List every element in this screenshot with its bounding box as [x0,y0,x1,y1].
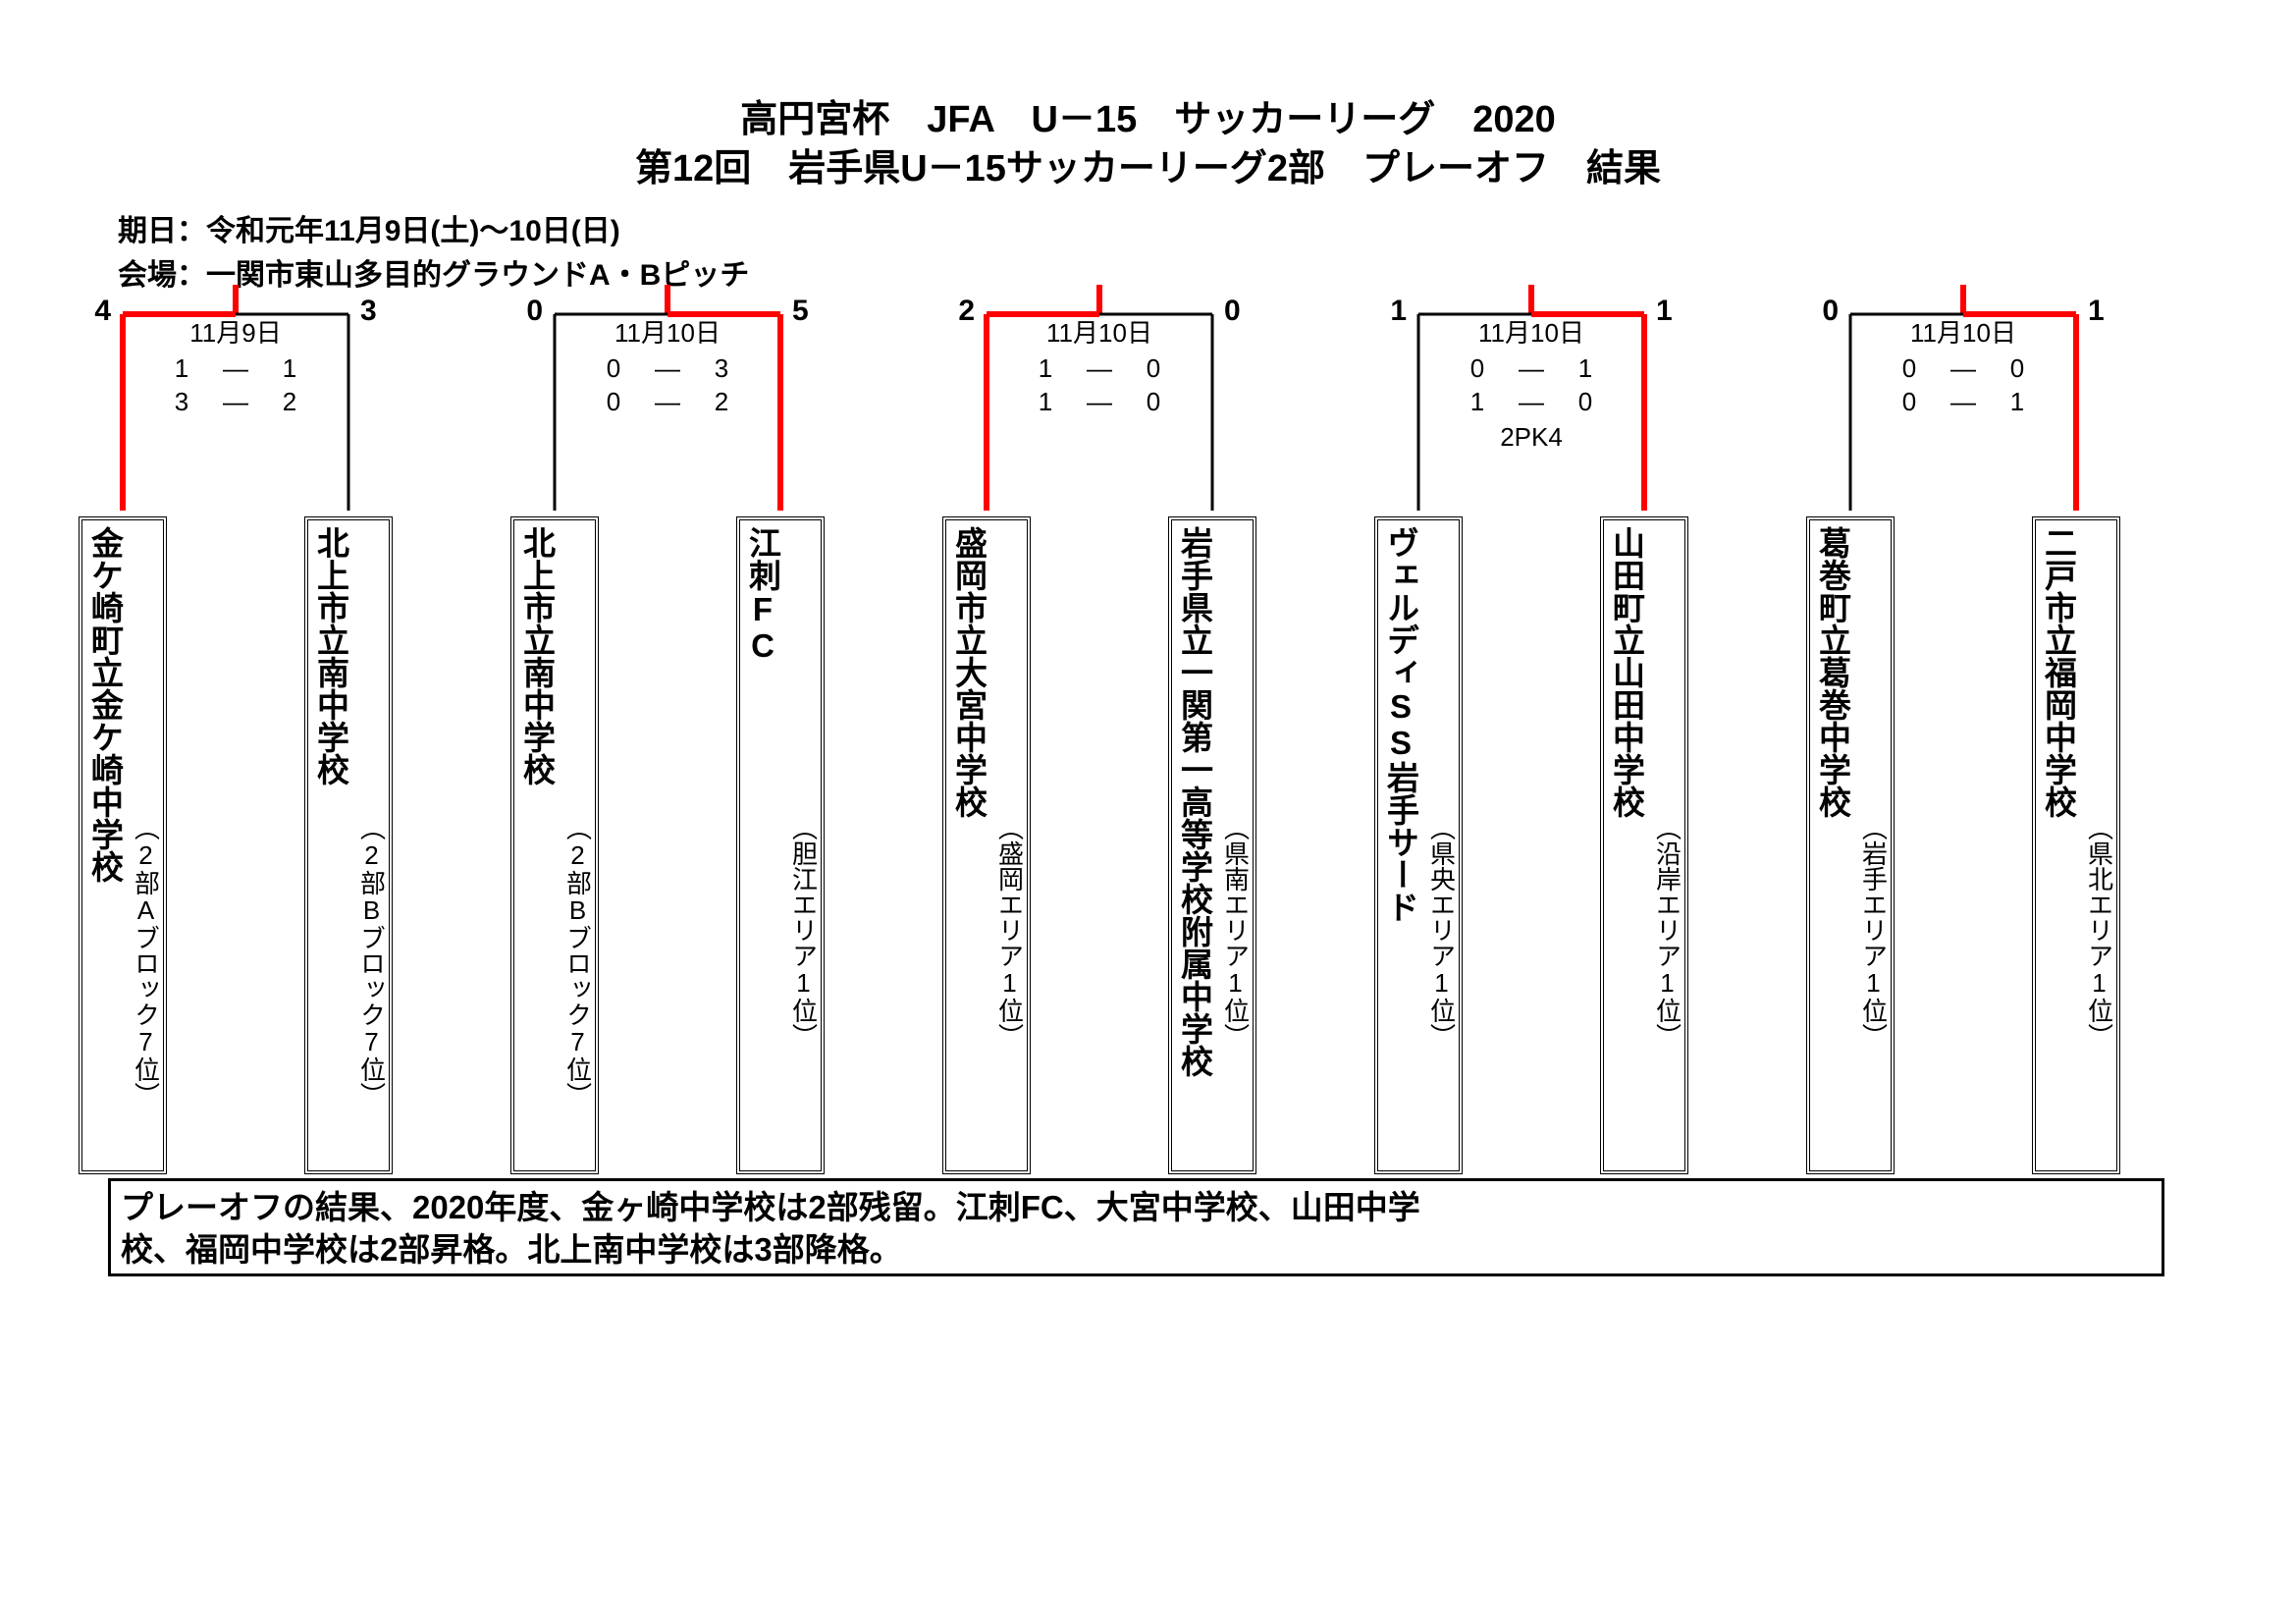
team-sublabel: （県央エリア1位） [1424,520,1461,1049]
svg-text:―: ― [1950,387,1976,416]
svg-text:―: ― [655,387,680,416]
svg-text:2PK4: 2PK4 [1500,422,1563,452]
team-sublabel: （2部Aブロック7位） [129,520,165,1108]
team-sublabel: （2部Bブロック7位） [561,520,597,1108]
svg-text:1: 1 [1470,387,1484,416]
svg-text:11月9日: 11月9日 [189,318,281,348]
svg-text:0: 0 [1822,295,1839,327]
team-box: 江刺FC（胆江エリア1位） [736,516,825,1174]
svg-text:3: 3 [175,387,188,416]
team-name: ヴェルディSS岩手サード [1377,520,1424,923]
team-sublabel: （沿岸エリア1位） [1650,520,1686,1049]
team-box: 北上市立南中学校（2部Bブロック7位） [510,516,599,1174]
team-name: 盛岡市立大宮中学校 [945,520,992,818]
svg-text:3: 3 [360,295,377,327]
svg-text:1: 1 [1656,295,1673,327]
svg-text:1: 1 [1578,353,1592,383]
team-name: 北上市立南中学校 [307,520,354,785]
title-line-1: 高円宮杯 JFA U－15 サッカーリーグ 2020 [0,88,2296,142]
svg-text:5: 5 [792,295,809,327]
team-box: 葛巻町立葛巻中学校（岩手エリア1位） [1806,516,1895,1174]
svg-text:―: ― [223,387,248,416]
summary-box: プレーオフの結果、2020年度、金ヶ崎中学校は2部残留。江刺FC、大宮中学校、山… [108,1178,2164,1276]
team-box: ヴェルディSS岩手サード（県央エリア1位） [1374,516,1463,1174]
svg-text:0: 0 [526,295,543,327]
svg-text:1: 1 [1039,353,1052,383]
svg-text:―: ― [1087,353,1112,383]
svg-text:0: 0 [1902,387,1916,416]
team-name: 北上市立南中学校 [513,520,561,785]
svg-text:11月10日: 11月10日 [1478,318,1584,348]
svg-text:―: ― [655,353,680,383]
team-box: 二戸市立福岡中学校（県北エリア1位） [2032,516,2120,1174]
summary-text-1: プレーオフの結果、2020年度、金ヶ崎中学校は2部残留。江刺FC、大宮中学校、山… [121,1189,1420,1225]
svg-text:―: ― [1519,387,1544,416]
summary-text-2: 校、福岡中学校は2部昇格。北上南中学校は3部降格。 [121,1231,902,1268]
team-box: 盛岡市立大宮中学校（盛岡エリア1位） [942,516,1031,1174]
svg-text:―: ― [223,353,248,383]
svg-text:0: 0 [1470,353,1484,383]
svg-text:2: 2 [958,295,975,327]
svg-text:0: 0 [2010,353,2024,383]
svg-text:―: ― [1519,353,1544,383]
svg-text:3: 3 [715,353,728,383]
svg-text:0: 0 [607,353,620,383]
team-box: 岩手県立一関第一高等学校附属中学校（県南エリア1位） [1168,516,1256,1174]
team-sublabel: （盛岡エリア1位） [992,520,1029,1049]
team-box: 北上市立南中学校（2部Bブロック7位） [304,516,393,1174]
svg-text:2: 2 [715,387,728,416]
team-name: 葛巻町立葛巻中学校 [1809,520,1856,818]
team-name: 岩手県立一関第一高等学校附属中学校 [1171,520,1218,1077]
svg-text:11月10日: 11月10日 [614,318,721,348]
svg-text:0: 0 [1578,387,1592,416]
svg-text:―: ― [1950,353,1976,383]
bracket-diagram: 4311月9日1―13―20511月10日0―30―22011月10日1―01―… [69,285,2228,520]
team-name: 二戸市立福岡中学校 [2035,520,2082,818]
svg-text:11月10日: 11月10日 [1046,318,1152,348]
svg-text:1: 1 [175,353,188,383]
svg-text:0: 0 [1147,387,1160,416]
team-box: 山田町立山田中学校（沿岸エリア1位） [1600,516,1688,1174]
team-name: 金ケ崎町立金ケ崎中学校 [81,520,129,883]
svg-text:11月10日: 11月10日 [1910,318,2016,348]
team-name: 山田町立山田中学校 [1603,520,1650,818]
svg-text:0: 0 [607,387,620,416]
team-sublabel: （県北エリア1位） [2082,520,2118,1049]
svg-text:1: 1 [283,353,296,383]
svg-text:1: 1 [2088,295,2105,327]
team-sublabel: （胆江エリア1位） [786,520,823,1049]
page: 高円宮杯 JFA U－15 サッカーリーグ 2020 第12回 岩手県U－15サ… [0,0,2296,1624]
svg-text:―: ― [1087,387,1112,416]
svg-text:0: 0 [1224,295,1241,327]
team-sublabel: （県南エリア1位） [1218,520,1255,1049]
svg-text:1: 1 [1390,295,1407,327]
title-line-2: 第12回 岩手県U－15サッカーリーグ2部 プレーオフ 結果 [0,137,2296,191]
team-sublabel: （2部Bブロック7位） [354,520,391,1108]
team-sublabel: （岩手エリア1位） [1856,520,1893,1049]
svg-text:0: 0 [1147,353,1160,383]
team-box: 金ケ崎町立金ケ崎中学校（2部Aブロック7位） [79,516,167,1174]
team-name: 江刺FC [739,520,786,664]
svg-text:1: 1 [1039,387,1052,416]
svg-text:1: 1 [2010,387,2024,416]
info-date: 期日：令和元年11月9日(土)～10日(日) [118,206,620,249]
svg-text:2: 2 [283,387,296,416]
svg-text:4: 4 [94,295,111,327]
svg-text:0: 0 [1902,353,1916,383]
